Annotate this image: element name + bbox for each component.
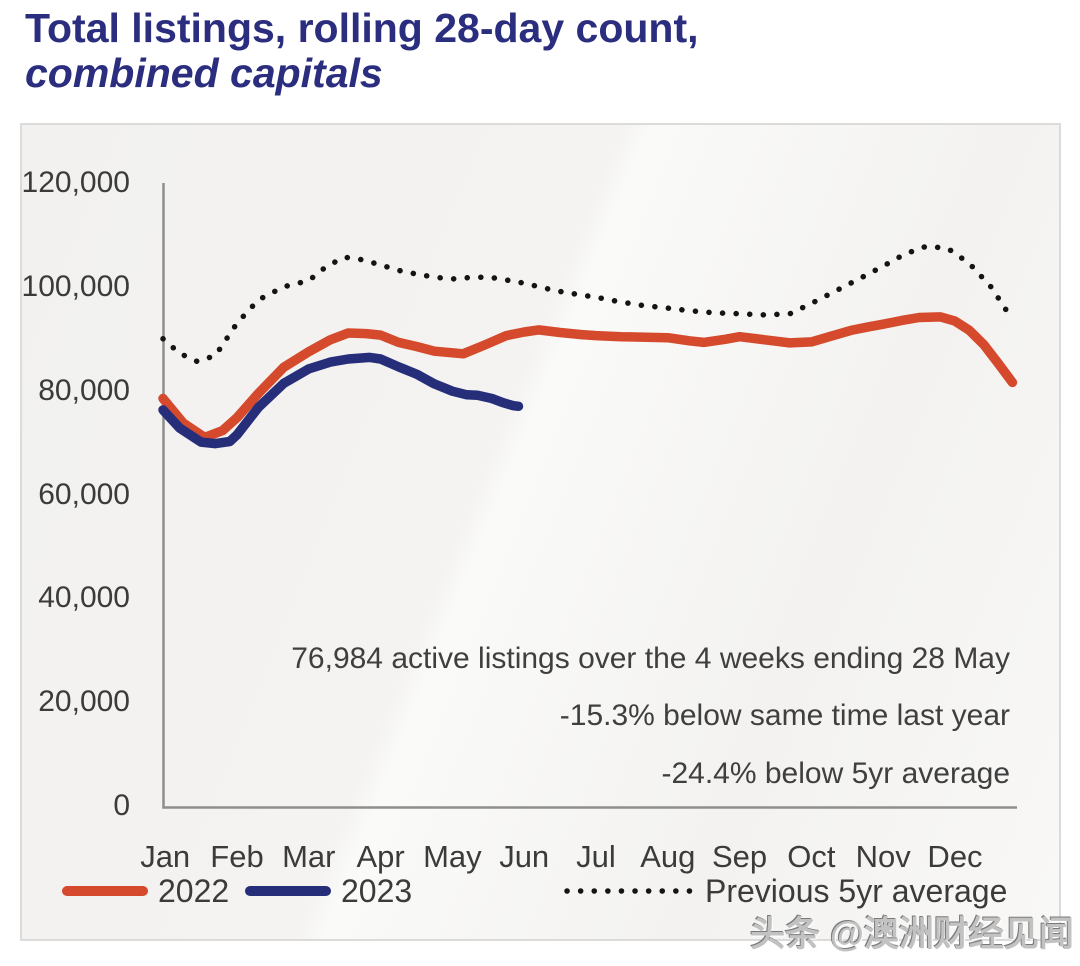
legend-item-2023: 2023 bbox=[245, 873, 412, 909]
legend-label: 2022 bbox=[158, 872, 230, 909]
legend-label: 2023 bbox=[341, 872, 413, 909]
x-tick-label: Mar bbox=[282, 839, 336, 874]
x-tick-label: Apr bbox=[356, 839, 405, 874]
watermark-text: 头条 @澳洲财经见闻 bbox=[750, 915, 1074, 954]
chart-title-line2: combined capitals bbox=[25, 50, 383, 97]
chart-title: Total listings, rolling 28-day count, co… bbox=[25, 5, 699, 97]
y-tick-label: 40,000 bbox=[38, 581, 130, 615]
legend-line-swatch bbox=[62, 886, 148, 896]
x-tick-label: Jun bbox=[499, 839, 550, 874]
legend-line-swatch bbox=[245, 886, 331, 896]
series-line-2023 bbox=[158, 352, 524, 449]
y-tick-label: 20,000 bbox=[38, 685, 130, 719]
x-tick-label: Jan bbox=[140, 839, 191, 874]
y-tick-label: 80,000 bbox=[38, 373, 130, 407]
legend-item-previous-5yr-average: Previous 5yr average bbox=[563, 873, 1007, 909]
x-tick-label: Aug bbox=[640, 839, 696, 874]
legend-dotted-swatch bbox=[564, 888, 694, 894]
x-tick-label: Oct bbox=[787, 839, 836, 874]
x-tick-label: May bbox=[423, 839, 482, 874]
legend-item-2022: 2022 bbox=[62, 873, 229, 909]
annotation-line-3: -24.4% below 5yr average bbox=[661, 757, 1010, 790]
legend-label: Previous 5yr average bbox=[705, 872, 1008, 909]
x-tick-label: Sep bbox=[712, 839, 768, 874]
annotation-line-1: 76,984 active listings over the 4 weeks … bbox=[291, 642, 1010, 675]
x-tick-label: Feb bbox=[210, 839, 264, 874]
annotation-line-2: -15.3% below same time last year bbox=[559, 699, 1010, 732]
x-tick-label: Nov bbox=[855, 839, 911, 874]
y-tick-label: 0 bbox=[113, 789, 130, 822]
y-tick-label: 60,000 bbox=[38, 477, 130, 511]
chart-title-line1: Total listings, rolling 28-day count, bbox=[25, 5, 699, 51]
chart-panel bbox=[20, 123, 1061, 941]
series-line-previous-5yr-average bbox=[160, 243, 1016, 365]
x-tick-label: Dec bbox=[927, 839, 983, 874]
y-tick-label: 100,000 bbox=[21, 269, 130, 303]
series-line-2022 bbox=[158, 312, 1018, 443]
x-tick-label: Jul bbox=[576, 839, 616, 874]
axis-lines bbox=[162, 183, 1017, 809]
y-tick-label: 120,000 bbox=[21, 166, 130, 199]
